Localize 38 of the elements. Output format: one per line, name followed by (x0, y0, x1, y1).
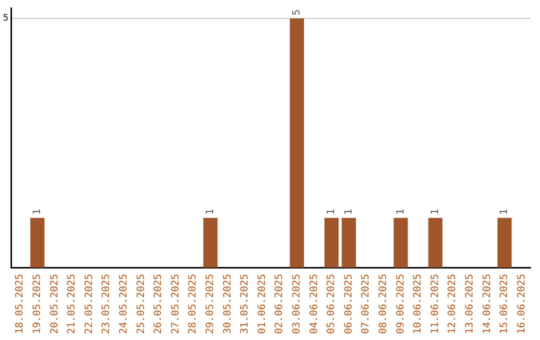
x-tick-label: 18.05.2025 (14, 274, 26, 334)
x-tick-label: 04.06.2025 (308, 274, 320, 334)
x-tick-label: 14.06.2025 (482, 274, 493, 334)
data-label: 1 (32, 208, 43, 215)
x-tick-label: 02.06.2025 (274, 274, 286, 334)
x-tick-label: 12.06.2025 (447, 274, 458, 334)
x-tick-label: 08.06.2025 (378, 274, 390, 334)
x-tick-label: 24.05.2025 (118, 274, 130, 334)
x-tick-label: 31.05.2025 (240, 274, 251, 334)
x-tick-label: 03.06.2025 (292, 274, 303, 334)
x-tick-label: 23.05.2025 (101, 274, 112, 334)
x-tick-label: 01.06.2025 (256, 274, 268, 334)
x-tick-label: 10.06.2025 (412, 274, 424, 334)
x-tick-label: 28.05.2025 (188, 274, 199, 334)
data-label: 1 (343, 208, 354, 215)
data-label: 5 (292, 9, 303, 16)
x-tick-label: 05.06.2025 (326, 274, 338, 334)
x-tick-label: 07.06.2025 (360, 274, 372, 334)
data-label: 1 (205, 208, 216, 215)
x-tick-label: 19.05.2025 (32, 274, 43, 334)
data-label: 1 (430, 208, 441, 215)
x-tick-label: 06.06.2025 (343, 274, 354, 334)
x-tick-label: 20.05.2025 (49, 274, 60, 334)
x-tick-label: 15.06.2025 (499, 274, 510, 334)
x-tick-label: 25.05.2025 (136, 274, 147, 334)
x-tick-label: 13.06.2025 (464, 274, 476, 334)
x-tick-label: 22.05.2025 (84, 274, 95, 334)
data-label: 1 (326, 208, 338, 215)
x-tick-label: 27.05.2025 (170, 274, 182, 334)
data-label: 1 (395, 208, 406, 215)
x-tick-label: 29.05.2025 (205, 274, 216, 334)
x-tick-label: 21.05.2025 (66, 274, 78, 334)
x-tick-label: 26.05.2025 (153, 274, 164, 334)
data-label: 1 (499, 208, 510, 215)
x-tick-label: 11.06.2025 (430, 274, 441, 334)
x-tick-label: 09.06.2025 (395, 274, 406, 334)
x-tick-label: 16.06.2025 (516, 274, 528, 334)
x-tick-label: 30.05.2025 (222, 274, 234, 334)
